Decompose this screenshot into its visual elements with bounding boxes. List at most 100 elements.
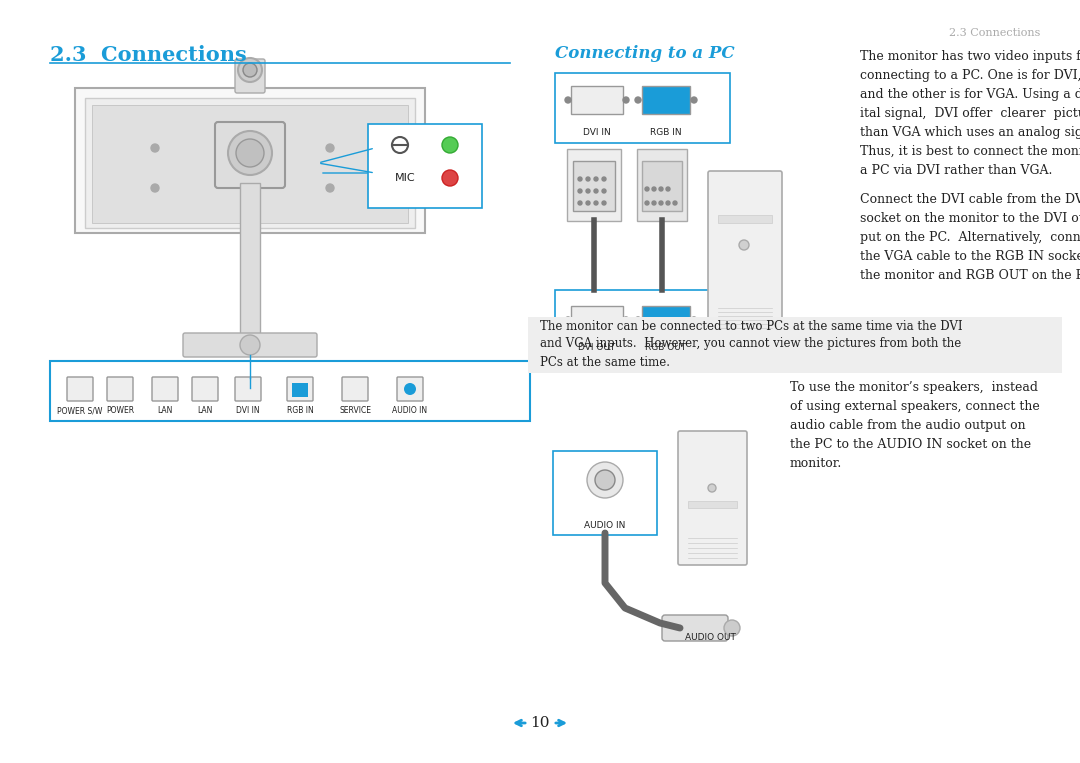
Circle shape bbox=[666, 187, 670, 191]
FancyBboxPatch shape bbox=[718, 215, 772, 223]
FancyBboxPatch shape bbox=[235, 59, 265, 93]
FancyBboxPatch shape bbox=[342, 377, 368, 401]
Text: LAN: LAN bbox=[158, 406, 173, 415]
FancyBboxPatch shape bbox=[571, 86, 623, 114]
Text: 2.3 Connections: 2.3 Connections bbox=[948, 28, 1040, 38]
FancyBboxPatch shape bbox=[67, 377, 93, 401]
Text: MIC: MIC bbox=[395, 173, 416, 183]
FancyBboxPatch shape bbox=[678, 431, 747, 565]
Circle shape bbox=[691, 317, 697, 323]
FancyBboxPatch shape bbox=[92, 105, 408, 223]
FancyBboxPatch shape bbox=[528, 317, 1062, 373]
Text: DVI IN: DVI IN bbox=[583, 128, 611, 137]
Circle shape bbox=[586, 189, 590, 193]
Circle shape bbox=[240, 335, 260, 355]
Text: The monitor has two video inputs for
connecting to a PC. One is for DVI,
and the: The monitor has two video inputs for con… bbox=[860, 50, 1080, 177]
Circle shape bbox=[645, 201, 649, 205]
FancyBboxPatch shape bbox=[555, 73, 730, 143]
Circle shape bbox=[588, 462, 623, 498]
Circle shape bbox=[635, 97, 642, 103]
FancyBboxPatch shape bbox=[642, 306, 690, 334]
Text: DVI IN: DVI IN bbox=[237, 406, 260, 415]
Circle shape bbox=[326, 144, 334, 152]
Circle shape bbox=[151, 184, 159, 192]
Text: AUDIO IN: AUDIO IN bbox=[392, 406, 428, 415]
Text: SERVICE: SERVICE bbox=[339, 406, 372, 415]
Circle shape bbox=[691, 97, 697, 103]
FancyBboxPatch shape bbox=[235, 377, 261, 401]
Circle shape bbox=[238, 58, 262, 82]
Circle shape bbox=[602, 189, 606, 193]
Circle shape bbox=[404, 383, 416, 395]
Text: POWER S/W: POWER S/W bbox=[57, 406, 103, 415]
FancyBboxPatch shape bbox=[368, 124, 482, 208]
Circle shape bbox=[578, 177, 582, 181]
FancyBboxPatch shape bbox=[555, 290, 730, 355]
FancyBboxPatch shape bbox=[567, 149, 621, 221]
Circle shape bbox=[673, 201, 677, 205]
Circle shape bbox=[635, 317, 642, 323]
Circle shape bbox=[708, 484, 716, 492]
Text: RGB IN: RGB IN bbox=[650, 128, 681, 137]
FancyBboxPatch shape bbox=[553, 451, 657, 535]
Circle shape bbox=[228, 131, 272, 175]
Circle shape bbox=[623, 317, 629, 323]
FancyBboxPatch shape bbox=[240, 183, 260, 343]
Circle shape bbox=[578, 201, 582, 205]
Text: LAN: LAN bbox=[198, 406, 213, 415]
Circle shape bbox=[595, 470, 615, 490]
Circle shape bbox=[652, 201, 656, 205]
FancyBboxPatch shape bbox=[287, 377, 313, 401]
FancyBboxPatch shape bbox=[75, 88, 426, 233]
Text: 2.3  Connections: 2.3 Connections bbox=[50, 45, 246, 65]
FancyBboxPatch shape bbox=[50, 361, 530, 421]
Text: To use the monitor’s speakers,  instead
of using external speakers, connect the
: To use the monitor’s speakers, instead o… bbox=[789, 381, 1040, 470]
Circle shape bbox=[659, 187, 663, 191]
Text: DVI OUT: DVI OUT bbox=[579, 343, 616, 352]
Circle shape bbox=[659, 201, 663, 205]
Text: 10: 10 bbox=[530, 716, 550, 730]
Circle shape bbox=[652, 187, 656, 191]
Circle shape bbox=[565, 97, 571, 103]
Circle shape bbox=[666, 201, 670, 205]
Text: RGB IN: RGB IN bbox=[286, 406, 313, 415]
Circle shape bbox=[739, 240, 750, 250]
FancyBboxPatch shape bbox=[688, 501, 737, 508]
FancyBboxPatch shape bbox=[642, 161, 681, 211]
Text: Connect the DVI cable from the DVI IN
socket on the monitor to the DVI out-
put : Connect the DVI cable from the DVI IN so… bbox=[860, 193, 1080, 282]
Circle shape bbox=[623, 97, 629, 103]
FancyBboxPatch shape bbox=[571, 306, 623, 334]
FancyBboxPatch shape bbox=[292, 383, 308, 397]
FancyBboxPatch shape bbox=[573, 161, 615, 211]
Circle shape bbox=[243, 63, 257, 77]
Text: AUDIO OUT: AUDIO OUT bbox=[685, 633, 735, 642]
FancyBboxPatch shape bbox=[152, 377, 178, 401]
Circle shape bbox=[645, 187, 649, 191]
Circle shape bbox=[602, 201, 606, 205]
Circle shape bbox=[594, 177, 598, 181]
Text: POWER: POWER bbox=[106, 406, 134, 415]
Circle shape bbox=[586, 177, 590, 181]
Text: The monitor can be connected to two PCs at the same time via the DVI
and VGA inp: The monitor can be connected to two PCs … bbox=[540, 320, 962, 369]
FancyBboxPatch shape bbox=[192, 377, 218, 401]
FancyBboxPatch shape bbox=[397, 377, 423, 401]
Circle shape bbox=[578, 189, 582, 193]
Text: RGB OUT: RGB OUT bbox=[646, 343, 687, 352]
FancyBboxPatch shape bbox=[708, 171, 782, 335]
Text: AUDIO IN: AUDIO IN bbox=[584, 521, 625, 530]
Circle shape bbox=[602, 177, 606, 181]
Circle shape bbox=[442, 170, 458, 186]
Circle shape bbox=[442, 137, 458, 153]
FancyBboxPatch shape bbox=[107, 377, 133, 401]
Circle shape bbox=[586, 201, 590, 205]
Circle shape bbox=[326, 184, 334, 192]
Circle shape bbox=[237, 139, 264, 167]
Circle shape bbox=[594, 201, 598, 205]
FancyBboxPatch shape bbox=[637, 149, 687, 221]
FancyBboxPatch shape bbox=[85, 98, 415, 228]
Circle shape bbox=[594, 189, 598, 193]
Text: Connecting to a PC: Connecting to a PC bbox=[555, 45, 734, 62]
FancyBboxPatch shape bbox=[642, 86, 690, 114]
FancyBboxPatch shape bbox=[662, 615, 728, 641]
FancyBboxPatch shape bbox=[183, 333, 318, 357]
